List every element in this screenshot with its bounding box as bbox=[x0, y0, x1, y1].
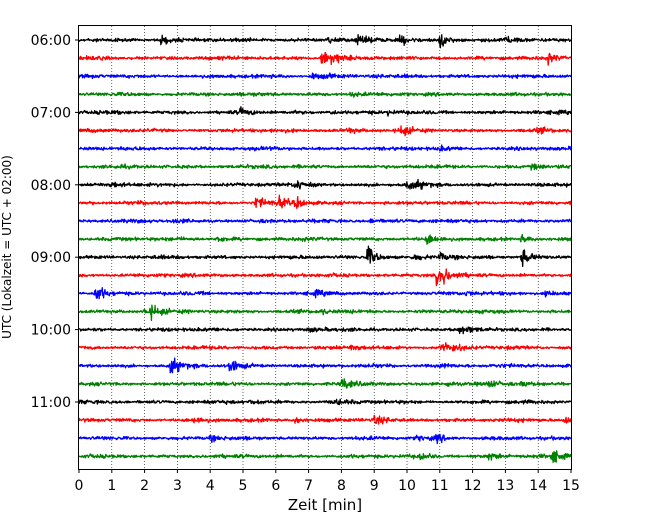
x-tick-label-6: 6 bbox=[271, 478, 280, 494]
seismic-traces bbox=[78, 33, 572, 463]
trace-0845 bbox=[78, 233, 572, 245]
trace-0800 bbox=[78, 178, 572, 190]
trace-0930 bbox=[78, 287, 572, 300]
x-tick-label-14: 14 bbox=[529, 478, 547, 494]
y-tick-label-3: 09:00 bbox=[31, 250, 71, 266]
trace-1030 bbox=[78, 357, 572, 374]
x-axis-ticks: 0 1 2 3 4 5 6 7 8 9 10 11 12 13 14 15 bbox=[75, 469, 580, 494]
y-tick-label-5: 11:00 bbox=[31, 395, 71, 411]
plot-frame bbox=[78, 25, 572, 470]
trace-0715 bbox=[78, 125, 572, 137]
x-tick-label-13: 13 bbox=[496, 478, 514, 494]
trace-0945 bbox=[78, 304, 572, 322]
trace-0900 bbox=[78, 245, 572, 268]
trace-0700 bbox=[78, 106, 572, 117]
y-tick-label-0: 06:00 bbox=[31, 33, 71, 49]
trace-1045 bbox=[78, 378, 572, 389]
x-tick-label-10: 10 bbox=[398, 478, 416, 494]
x-tick-label-15: 15 bbox=[562, 478, 580, 494]
y-axis-label: UTC (Lokalzeit = UTC + 02:00) bbox=[0, 155, 14, 339]
trace-1115 bbox=[78, 414, 572, 425]
x-tick-label-7: 7 bbox=[304, 478, 313, 494]
y-tick-label-4: 10:00 bbox=[31, 323, 71, 339]
x-tick-label-2: 2 bbox=[140, 478, 149, 494]
trace-1100 bbox=[78, 398, 572, 406]
trace-0730 bbox=[78, 144, 572, 152]
y-tick-label-1: 07:00 bbox=[31, 105, 71, 121]
trace-1000 bbox=[78, 326, 572, 335]
x-tick-label-11: 11 bbox=[431, 478, 449, 494]
vertical-gridlines bbox=[111, 26, 539, 469]
x-tick-label-1: 1 bbox=[107, 478, 116, 494]
x-tick-label-5: 5 bbox=[239, 478, 248, 494]
trace-0815 bbox=[78, 194, 572, 210]
x-axis-label: Zeit [min] bbox=[288, 496, 362, 514]
x-tick-label-12: 12 bbox=[464, 478, 482, 494]
trace-1130 bbox=[78, 433, 572, 445]
x-tick-label-3: 3 bbox=[173, 478, 182, 494]
trace-0630 bbox=[78, 72, 572, 80]
trace-0745 bbox=[78, 163, 572, 171]
y-axis-ticks: 06:00 07:00 08:00 09:00 10:00 11:00 bbox=[31, 33, 79, 411]
trace-0915 bbox=[78, 268, 572, 287]
trace-0830 bbox=[78, 218, 572, 224]
y-tick-label-2: 08:00 bbox=[31, 178, 71, 194]
trace-0600 bbox=[78, 33, 572, 49]
trace-1015 bbox=[78, 342, 572, 352]
trace-0645 bbox=[78, 91, 572, 98]
x-tick-label-9: 9 bbox=[370, 478, 379, 494]
trace-1145 bbox=[78, 450, 572, 463]
x-tick-label-8: 8 bbox=[337, 478, 346, 494]
x-tick-label-0: 0 bbox=[75, 478, 84, 494]
trace-0615 bbox=[78, 52, 572, 66]
x-tick-label-4: 4 bbox=[206, 478, 215, 494]
